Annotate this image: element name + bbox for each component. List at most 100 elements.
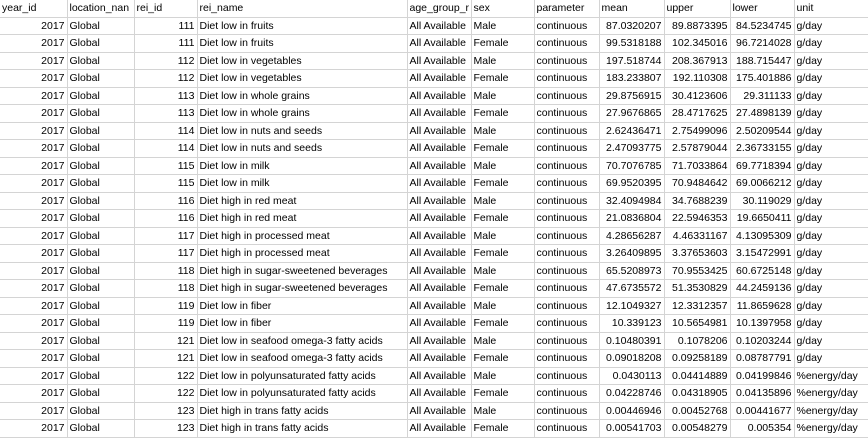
table-cell[interactable]: Male bbox=[471, 297, 535, 315]
table-cell[interactable]: continuous bbox=[534, 34, 600, 53]
table-cell[interactable]: continuous bbox=[534, 87, 600, 105]
table-cell[interactable]: 2.75499096 bbox=[664, 122, 731, 140]
table-cell[interactable]: 10.339123 bbox=[599, 314, 665, 333]
table-cell[interactable]: g/day bbox=[794, 332, 868, 350]
table-cell[interactable]: g/day bbox=[794, 174, 868, 193]
table-cell[interactable]: 188.715447 bbox=[730, 52, 795, 70]
table-cell[interactable]: All Available bbox=[407, 122, 472, 140]
table-cell[interactable]: continuous bbox=[534, 384, 600, 403]
table-cell[interactable]: Diet high in red meat bbox=[197, 209, 408, 228]
table-cell[interactable]: All Available bbox=[407, 349, 472, 368]
table-cell[interactable]: 3.26409895 bbox=[599, 244, 665, 263]
table-cell[interactable]: Male bbox=[471, 367, 535, 385]
table-cell[interactable]: 0.00541703 bbox=[599, 419, 665, 438]
table-cell[interactable]: All Available bbox=[407, 262, 472, 280]
table-cell[interactable]: continuous bbox=[534, 244, 600, 263]
column-header-cell[interactable]: lower bbox=[730, 0, 795, 18]
table-cell[interactable]: 2017 bbox=[0, 367, 68, 385]
table-cell[interactable]: 71.7033864 bbox=[664, 157, 731, 175]
table-cell[interactable]: continuous bbox=[534, 52, 600, 70]
table-cell[interactable]: Diet high in processed meat bbox=[197, 227, 408, 245]
column-header-cell[interactable]: age_group_r bbox=[407, 0, 472, 18]
table-cell[interactable]: Global bbox=[67, 314, 135, 333]
table-cell[interactable]: Global bbox=[67, 157, 135, 175]
table-cell[interactable]: Global bbox=[67, 209, 135, 228]
table-cell[interactable]: 113 bbox=[134, 104, 198, 123]
table-cell[interactable]: 44.2459136 bbox=[730, 279, 795, 298]
table-cell[interactable]: 2017 bbox=[0, 314, 68, 333]
table-cell[interactable]: Diet high in sugar-sweetened beverages bbox=[197, 279, 408, 298]
table-cell[interactable]: 119 bbox=[134, 314, 198, 333]
table-cell[interactable]: Diet low in milk bbox=[197, 174, 408, 193]
table-cell[interactable]: 2017 bbox=[0, 227, 68, 245]
table-cell[interactable]: 116 bbox=[134, 209, 198, 228]
table-cell[interactable]: All Available bbox=[407, 174, 472, 193]
table-cell[interactable]: g/day bbox=[794, 157, 868, 175]
table-cell[interactable]: 0.04228746 bbox=[599, 384, 665, 403]
table-cell[interactable]: Global bbox=[67, 139, 135, 158]
table-cell[interactable]: Global bbox=[67, 332, 135, 350]
table-cell[interactable]: 2017 bbox=[0, 279, 68, 298]
table-cell[interactable]: 0.00548279 bbox=[664, 419, 731, 438]
table-cell[interactable]: 192.110308 bbox=[664, 69, 731, 88]
table-cell[interactable]: 2017 bbox=[0, 69, 68, 88]
table-cell[interactable]: g/day bbox=[794, 297, 868, 315]
table-cell[interactable]: 111 bbox=[134, 34, 198, 53]
table-cell[interactable]: Male bbox=[471, 332, 535, 350]
table-cell[interactable]: Diet low in fiber bbox=[197, 314, 408, 333]
table-cell[interactable]: 4.28656287 bbox=[599, 227, 665, 245]
table-cell[interactable]: Diet low in seafood omega-3 fatty acids bbox=[197, 349, 408, 368]
table-cell[interactable]: 12.1049327 bbox=[599, 297, 665, 315]
table-cell[interactable]: All Available bbox=[407, 69, 472, 88]
table-cell[interactable]: Male bbox=[471, 122, 535, 140]
table-cell[interactable]: All Available bbox=[407, 139, 472, 158]
table-cell[interactable]: 10.1397958 bbox=[730, 314, 795, 333]
table-cell[interactable]: 112 bbox=[134, 69, 198, 88]
table-cell[interactable]: 2017 bbox=[0, 262, 68, 280]
table-cell[interactable]: Female bbox=[471, 314, 535, 333]
column-header-cell[interactable]: rei_id bbox=[134, 0, 198, 18]
table-cell[interactable]: All Available bbox=[407, 227, 472, 245]
table-cell[interactable]: Global bbox=[67, 52, 135, 70]
table-cell[interactable]: g/day bbox=[794, 227, 868, 245]
table-cell[interactable]: 28.4717625 bbox=[664, 104, 731, 123]
table-cell[interactable]: 2017 bbox=[0, 349, 68, 368]
table-cell[interactable]: 2017 bbox=[0, 122, 68, 140]
table-cell[interactable]: Global bbox=[67, 367, 135, 385]
table-cell[interactable]: Global bbox=[67, 17, 135, 35]
table-cell[interactable]: %energy/day bbox=[794, 384, 868, 403]
table-cell[interactable]: 2.62436471 bbox=[599, 122, 665, 140]
table-cell[interactable]: Global bbox=[67, 349, 135, 368]
column-header-cell[interactable]: parameter bbox=[534, 0, 600, 18]
table-cell[interactable]: 2.47093775 bbox=[599, 139, 665, 158]
table-cell[interactable]: 2017 bbox=[0, 157, 68, 175]
table-cell[interactable]: All Available bbox=[407, 87, 472, 105]
table-cell[interactable]: 84.5234745 bbox=[730, 17, 795, 35]
table-cell[interactable]: Global bbox=[67, 227, 135, 245]
table-cell[interactable]: All Available bbox=[407, 192, 472, 210]
table-cell[interactable]: 0.04199846 bbox=[730, 367, 795, 385]
table-cell[interactable]: 2017 bbox=[0, 192, 68, 210]
table-cell[interactable]: 30.119029 bbox=[730, 192, 795, 210]
table-cell[interactable]: Male bbox=[471, 52, 535, 70]
table-cell[interactable]: 2017 bbox=[0, 297, 68, 315]
table-cell[interactable]: 122 bbox=[134, 367, 198, 385]
table-cell[interactable]: %energy/day bbox=[794, 419, 868, 438]
table-cell[interactable]: 113 bbox=[134, 87, 198, 105]
table-cell[interactable]: continuous bbox=[534, 227, 600, 245]
table-cell[interactable]: 29.8756915 bbox=[599, 87, 665, 105]
table-cell[interactable]: Male bbox=[471, 87, 535, 105]
table-cell[interactable]: 0.005354 bbox=[730, 419, 795, 438]
table-cell[interactable]: 2.50209544 bbox=[730, 122, 795, 140]
table-cell[interactable]: All Available bbox=[407, 157, 472, 175]
table-cell[interactable]: All Available bbox=[407, 244, 472, 263]
table-cell[interactable]: g/day bbox=[794, 69, 868, 88]
table-cell[interactable]: Diet low in milk bbox=[197, 157, 408, 175]
table-cell[interactable]: All Available bbox=[407, 419, 472, 438]
table-cell[interactable]: 119 bbox=[134, 297, 198, 315]
column-header-cell[interactable]: mean bbox=[599, 0, 665, 18]
table-cell[interactable]: Female bbox=[471, 209, 535, 228]
table-cell[interactable]: Diet low in nuts and seeds bbox=[197, 122, 408, 140]
table-cell[interactable]: Global bbox=[67, 384, 135, 403]
table-cell[interactable]: 60.6725148 bbox=[730, 262, 795, 280]
